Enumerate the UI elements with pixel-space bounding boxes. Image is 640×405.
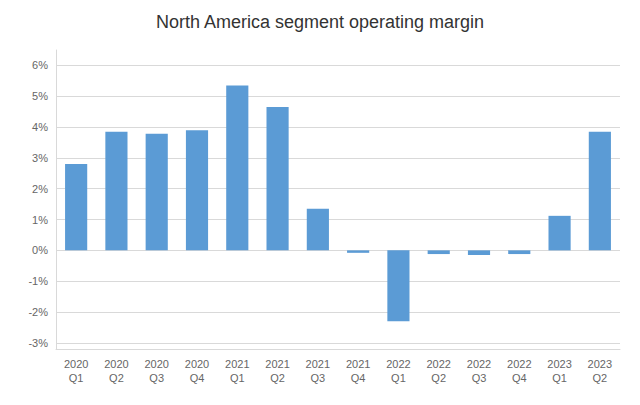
svg-text:4%: 4%: [32, 121, 48, 133]
svg-text:0%: 0%: [32, 244, 48, 256]
svg-text:2021: 2021: [346, 358, 370, 370]
svg-text:Q1: Q1: [552, 372, 567, 384]
svg-text:5%: 5%: [32, 90, 48, 102]
svg-text:Q2: Q2: [593, 372, 608, 384]
svg-text:Q1: Q1: [391, 372, 406, 384]
svg-text:Q3: Q3: [311, 372, 326, 384]
svg-text:-1%: -1%: [28, 275, 48, 287]
svg-text:6%: 6%: [32, 59, 48, 71]
svg-text:1%: 1%: [32, 214, 48, 226]
svg-text:2022: 2022: [467, 358, 491, 370]
svg-text:2022: 2022: [386, 358, 410, 370]
svg-text:2020: 2020: [64, 358, 88, 370]
svg-text:2022: 2022: [426, 358, 450, 370]
svg-text:2023: 2023: [588, 358, 612, 370]
svg-text:North America segment operatin: North America segment operating margin: [156, 12, 484, 32]
svg-text:2020: 2020: [144, 358, 168, 370]
svg-text:2023: 2023: [547, 358, 571, 370]
svg-text:Q4: Q4: [512, 372, 527, 384]
svg-text:-3%: -3%: [28, 337, 48, 349]
svg-text:Q3: Q3: [472, 372, 487, 384]
svg-text:Q3: Q3: [149, 372, 164, 384]
svg-text:2022: 2022: [507, 358, 531, 370]
svg-text:2020: 2020: [185, 358, 209, 370]
svg-text:Q2: Q2: [270, 372, 285, 384]
svg-text:Q2: Q2: [431, 372, 446, 384]
svg-text:2%: 2%: [32, 183, 48, 195]
svg-text:Q1: Q1: [230, 372, 245, 384]
svg-text:-2%: -2%: [28, 306, 48, 318]
svg-text:Q4: Q4: [351, 372, 366, 384]
svg-text:2020: 2020: [104, 358, 128, 370]
svg-text:Q4: Q4: [190, 372, 205, 384]
svg-text:2021: 2021: [265, 358, 289, 370]
svg-text:3%: 3%: [32, 152, 48, 164]
svg-text:2021: 2021: [225, 358, 249, 370]
svg-text:2021: 2021: [306, 358, 330, 370]
svg-text:Q2: Q2: [109, 372, 124, 384]
svg-text:Q1: Q1: [69, 372, 84, 384]
